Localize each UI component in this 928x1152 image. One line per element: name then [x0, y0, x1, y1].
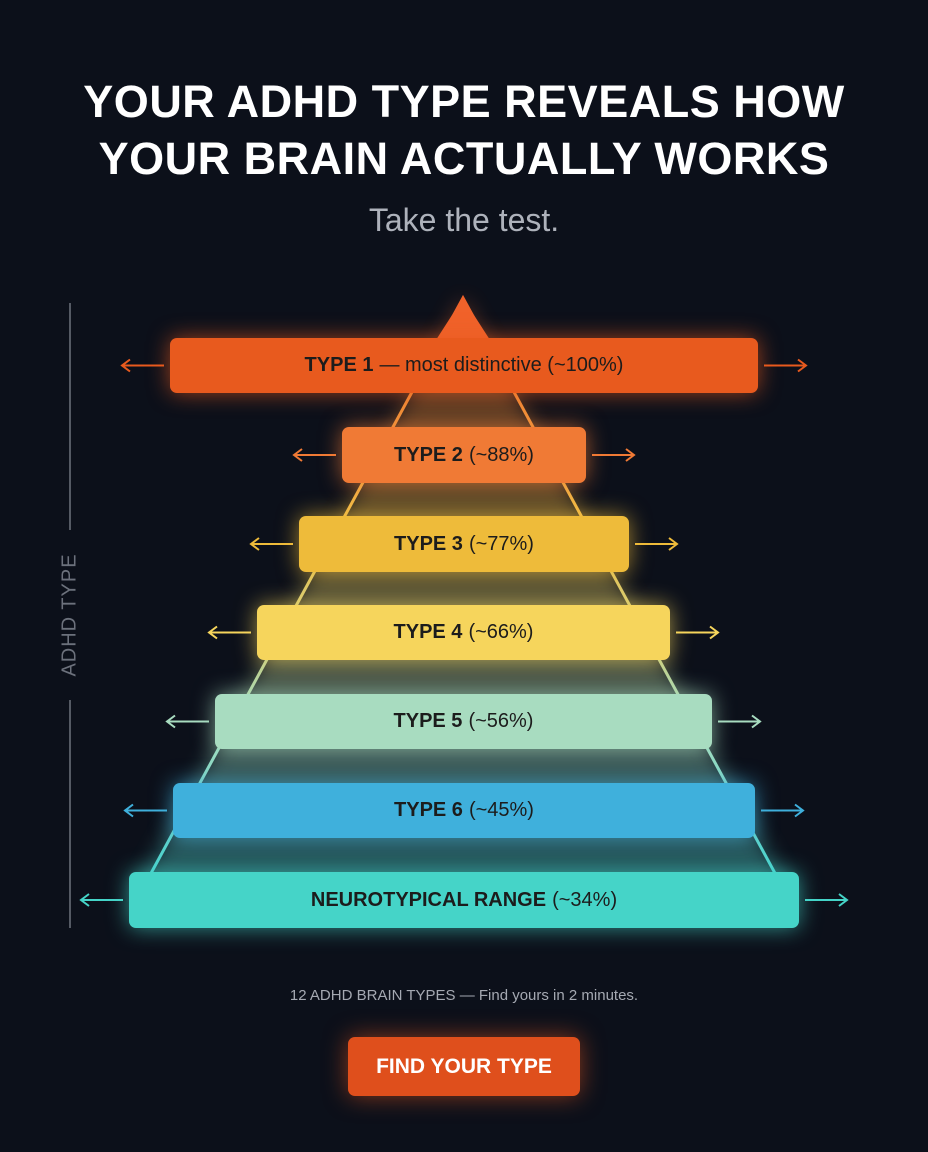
footer-note: 12 ADHD BRAIN TYPES — Find yours in 2 mi… — [289, 987, 639, 1004]
tier-name: TYPE 2 — [394, 443, 463, 466]
arrow — [123, 803, 167, 818]
tier-name: TYPE 1 — [304, 354, 374, 376]
subtitle: Take the test. — [368, 202, 560, 238]
tier-bar: TYPE 2 (~88%) — [342, 427, 586, 483]
apex — [436, 298, 490, 340]
tier-detail: (~56%) — [468, 710, 534, 732]
arrow — [718, 714, 762, 729]
tier-detail: — most distinctive (~100%) — [379, 354, 624, 376]
arrow — [592, 448, 636, 462]
arrow — [676, 625, 720, 640]
tier-detail: (~45%) — [468, 799, 534, 821]
arrow — [249, 537, 293, 551]
axis-label: ADHD TYPE — [58, 553, 81, 677]
arrow — [764, 358, 808, 373]
arrow — [79, 893, 123, 907]
tier-detail: (~66%) — [468, 621, 534, 643]
tier-bar: TYPE 1— most distinctive (~100%) — [170, 338, 758, 393]
arrow — [120, 358, 164, 373]
tier-name: NEUROTYPICAL RANGE — [310, 888, 547, 911]
arrow — [292, 448, 336, 462]
arrow — [207, 625, 251, 640]
title: YOUR BRAIN ACTUALLY WORKS — [98, 133, 830, 184]
tier-bar: TYPE 4 (~66%) — [257, 605, 670, 660]
arrow — [635, 537, 679, 551]
tier-name: TYPE 6 — [394, 799, 463, 821]
tier-bar: TYPE 5 (~56%) — [215, 694, 712, 749]
tier-detail: (~88%) — [468, 443, 534, 466]
arrow — [165, 714, 209, 729]
tier-bar: NEUROTYPICAL RANGE (~34%) — [129, 872, 799, 928]
tier-detail: (~34%) — [552, 888, 618, 911]
cta-button[interactable]: FIND YOUR TYPE — [348, 1037, 580, 1096]
arrow — [805, 893, 849, 907]
tier-name: TYPE 3 — [394, 532, 463, 555]
tier-bar: TYPE 3 (~77%) — [299, 516, 629, 572]
tier-bar: TYPE 6 (~45%) — [173, 783, 755, 838]
arrow — [761, 803, 805, 818]
title: YOUR ADHD TYPE REVEALS HOW — [83, 76, 845, 127]
tier-name: TYPE 5 — [393, 710, 463, 732]
tier-detail: (~77%) — [468, 532, 534, 555]
tier-name: TYPE 4 — [393, 621, 463, 643]
